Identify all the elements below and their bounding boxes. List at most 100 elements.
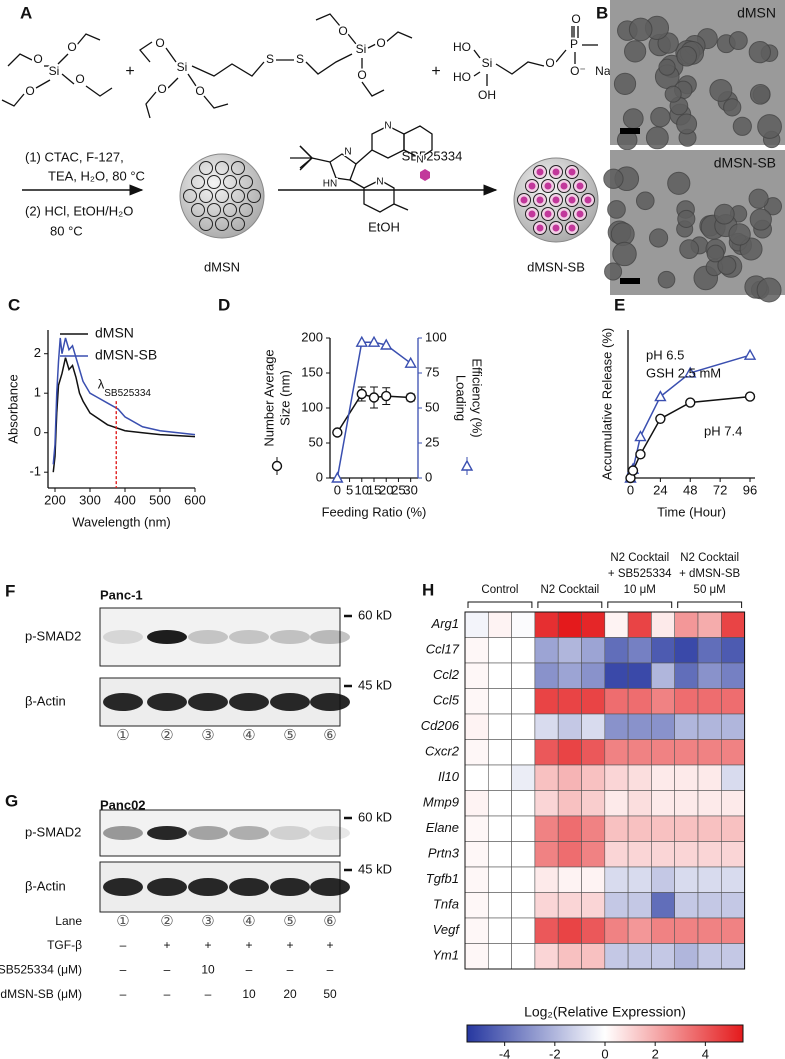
colorbar	[466, 1024, 744, 1043]
heatmap-cell	[581, 713, 606, 740]
heatmap-cell	[511, 739, 536, 766]
lane-label: ⑤	[283, 727, 296, 744]
nanoparticle	[604, 262, 623, 281]
panel-label: C	[8, 295, 20, 314]
atom-label: P	[570, 37, 578, 51]
heatmap-cell	[697, 637, 722, 664]
nanoparticle	[628, 17, 653, 42]
heatmap-cell	[720, 841, 745, 868]
nanoparticle	[650, 107, 671, 128]
heatmap-cell	[720, 917, 745, 944]
heatmap-cell	[720, 637, 745, 664]
atom-label: O	[195, 84, 204, 98]
heatmap-cell	[697, 917, 722, 944]
data-point	[460, 459, 474, 471]
y-tick-label: 200	[301, 329, 323, 344]
heatmap-cell	[534, 637, 559, 664]
series-line	[52, 357, 196, 473]
condition: (2) HCl, EtOH/H₂O	[25, 203, 133, 218]
table-cell: –	[164, 963, 171, 977]
y2-axis-title: Loading	[454, 375, 469, 421]
table-cell: +	[245, 938, 252, 952]
y2-tick-label: 75	[425, 364, 439, 379]
table-cell: –	[246, 963, 253, 977]
heatmap-cell	[604, 892, 629, 919]
y-tick-label: 0	[316, 469, 323, 484]
heatmap-cell	[674, 739, 699, 766]
y2-tick-label: 0	[425, 469, 432, 484]
heatmap-cell	[511, 611, 536, 638]
heatmap-cell	[674, 866, 699, 893]
product-label: dMSN-SB	[527, 259, 585, 274]
heatmap-cell	[720, 739, 745, 766]
x-tick-label: 600	[184, 492, 206, 507]
heatmap-cell	[697, 662, 722, 689]
panel-label: F	[5, 581, 15, 600]
nanoparticle	[748, 188, 769, 209]
heatmap-border	[464, 611, 746, 970]
data-point	[654, 390, 667, 402]
heatmap-cell	[464, 739, 489, 766]
data-point	[634, 430, 647, 442]
heatmap-cell	[487, 662, 512, 689]
band	[188, 826, 228, 840]
lane-label: ②	[160, 913, 173, 930]
drug-dot	[544, 182, 552, 190]
group-label: Control	[481, 584, 518, 596]
heatmap-cell	[651, 892, 676, 919]
panel-label: G	[5, 791, 18, 810]
data-point	[405, 392, 416, 403]
heatmap-cell	[464, 841, 489, 868]
band	[310, 693, 350, 711]
heatmap-cell	[651, 611, 676, 638]
table-cell: –	[205, 987, 212, 1001]
x-tick-label: 15	[367, 482, 381, 497]
heatmap-cell	[651, 713, 676, 740]
nanoparticle	[723, 98, 742, 117]
drug-dot	[576, 182, 584, 190]
heatmap-cell	[627, 943, 652, 970]
scale-bar	[620, 128, 640, 134]
tem-label: dMSN-SB	[714, 155, 776, 171]
legend-label: dMSN	[95, 325, 134, 341]
lane-label: ①	[116, 727, 129, 744]
heatmap-cell	[557, 892, 582, 919]
atom-label: O	[571, 12, 580, 26]
data-point	[271, 460, 283, 472]
heatmap-cell	[627, 611, 652, 638]
table-cell: –	[287, 963, 294, 977]
x-tick-label: 72	[713, 482, 727, 497]
drug-dot	[584, 196, 592, 204]
atom-label: O	[75, 72, 84, 86]
heatmap-cell	[534, 739, 559, 766]
nanoparticle	[607, 200, 626, 219]
heatmap-cell	[720, 688, 745, 715]
nanoparticle	[732, 116, 752, 136]
heatmap-cell	[534, 943, 559, 970]
nanoparticle	[717, 255, 737, 275]
heatmap-cell	[557, 917, 582, 944]
pore	[231, 189, 245, 203]
annotation-subscript: SB525334	[104, 388, 151, 399]
atom-label: N	[376, 177, 383, 188]
row-label: p-SMAD2	[25, 824, 81, 839]
heatmap-cell	[557, 637, 582, 664]
group-bracket	[467, 601, 533, 608]
heatmap-cell	[720, 713, 745, 740]
atom-label: Si	[482, 56, 493, 70]
heatmap-cell	[604, 739, 629, 766]
heatmap-cell	[534, 866, 559, 893]
heatmap-cell	[464, 917, 489, 944]
heatmap-cell	[604, 790, 629, 817]
x-tick-label: 200	[44, 492, 66, 507]
row-label: Ccl5	[433, 693, 460, 708]
pore	[207, 175, 221, 189]
heatmap-cell	[604, 866, 629, 893]
row-label: p-SMAD2	[25, 628, 81, 643]
nanoparticle	[624, 40, 647, 63]
atom-label: O	[33, 52, 42, 66]
data-point	[404, 356, 417, 368]
series-label: pH 6.5	[646, 347, 684, 362]
marker-label: 45 kD	[358, 677, 392, 692]
